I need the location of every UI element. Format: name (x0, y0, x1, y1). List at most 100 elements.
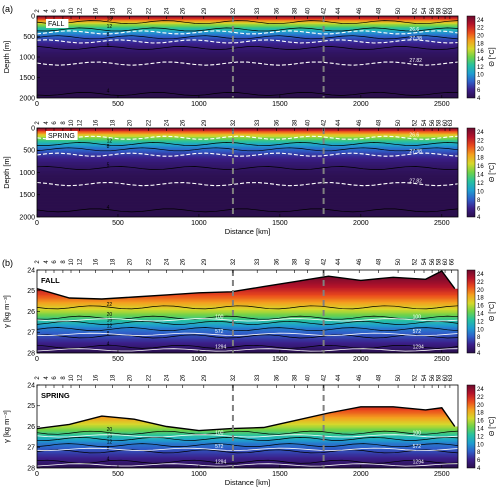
y-tick-label: 1500 (19, 75, 35, 82)
station-label: 32 (231, 258, 237, 265)
season-tag: SPRING (46, 131, 78, 140)
panel-label: (b) (2, 258, 13, 268)
field-band (37, 456, 458, 459)
contour-line (37, 430, 458, 435)
station-label: 58 (437, 119, 443, 126)
field-band (37, 150, 458, 153)
field-band (37, 209, 458, 212)
colorbar-tick-label: 8 (477, 450, 481, 456)
field-band (37, 455, 458, 458)
contour-line (37, 20, 458, 25)
station-label: 36 (275, 374, 281, 381)
station-label: 12 (77, 7, 83, 14)
colorbar-gradient (466, 127, 476, 218)
panel-label: (a) (2, 4, 13, 14)
station-label: 24 (165, 258, 171, 265)
contour-line (37, 27, 458, 32)
station-label: 6 (52, 260, 58, 264)
y-tick-label: 2000 (19, 214, 35, 221)
station-label: 24 (165, 7, 171, 14)
field-band (37, 304, 458, 307)
colorbar-tick-label: 14 (477, 57, 484, 63)
station-label: 42 (322, 7, 328, 14)
colorbar-tick-label: 18 (477, 411, 484, 417)
field-band (37, 160, 458, 163)
field-band (37, 429, 458, 432)
field-band (37, 294, 458, 297)
field-band (37, 326, 458, 329)
colorbar-tick-label: 16 (477, 49, 484, 55)
station-label: 60 (443, 258, 449, 265)
field-band (37, 132, 458, 135)
field-band (37, 292, 458, 295)
field-band (37, 72, 458, 74)
x-tick-label: 2000 (353, 471, 369, 478)
contour-label: 4 (107, 456, 110, 462)
station-label: 12 (77, 374, 83, 381)
field-band (37, 350, 458, 353)
station-label: 2 (35, 260, 41, 264)
station-label: 54 (422, 258, 428, 265)
station-label: 26 (181, 7, 187, 14)
field-band (37, 347, 458, 350)
contour-line (37, 181, 458, 187)
colorbar-tick-label: 22 (477, 26, 484, 32)
field-band (37, 46, 458, 49)
station-label: 16 (93, 374, 99, 381)
field-band (37, 77, 458, 80)
colorbar-tick-label: 10 (477, 73, 484, 79)
station-label: 33 (255, 374, 261, 381)
field-band (37, 148, 458, 151)
x-tick-label: 0 (35, 101, 39, 108)
colorbar-tick-label: 18 (477, 296, 484, 302)
field-band (37, 314, 458, 317)
surface-mask (37, 385, 458, 431)
x-tick-label: 2500 (434, 471, 450, 478)
field-band (37, 74, 458, 77)
season-tag: FALL (46, 19, 69, 28)
station-label: 24 (165, 374, 171, 381)
colorbar-tick-label: 18 (477, 156, 484, 162)
station-label: 4 (44, 9, 50, 13)
field-band (37, 51, 458, 54)
station-label: 10 (69, 374, 75, 381)
season-tag-bg (46, 131, 78, 140)
contour-label: 5 (107, 163, 110, 169)
field-band (37, 190, 458, 193)
contour-line (37, 152, 458, 157)
y-tick-label: 500 (23, 148, 35, 155)
y-tick-label: 25 (27, 403, 35, 410)
x-tick-label: 2500 (434, 356, 450, 363)
field-band (37, 67, 458, 70)
field-band (37, 212, 458, 215)
contour-label: 16 (107, 317, 113, 323)
station-label: 54 (422, 119, 428, 126)
station-label: 10 (69, 119, 75, 126)
station-label: 8 (61, 121, 67, 125)
field-band (37, 447, 458, 450)
x-tick-label: 500 (112, 356, 124, 363)
contour-label: 27.38 (409, 149, 422, 155)
field-band (37, 196, 458, 199)
season-name: SPRING (48, 133, 75, 140)
field-band (37, 162, 458, 165)
field-band (37, 203, 458, 206)
field-band (37, 299, 458, 302)
station-label: 36 (275, 119, 281, 126)
y-tick-label: 26 (27, 424, 35, 431)
field-band (37, 33, 458, 36)
colorbar-label: Θ [°C] (488, 47, 496, 66)
station-label: 52 (412, 119, 418, 126)
field-band (37, 168, 458, 171)
station-label: 44 (336, 119, 342, 126)
depth-contour-label: 1294 (413, 344, 424, 350)
field-band (37, 427, 458, 430)
depth-contour-label: 100 (215, 430, 224, 436)
colorbar-tick-label: 6 (477, 343, 481, 349)
colorbar-tick-label: 10 (477, 327, 484, 333)
station-label: 50 (396, 258, 402, 265)
colorbar-label: Θ [°C] (488, 163, 496, 182)
